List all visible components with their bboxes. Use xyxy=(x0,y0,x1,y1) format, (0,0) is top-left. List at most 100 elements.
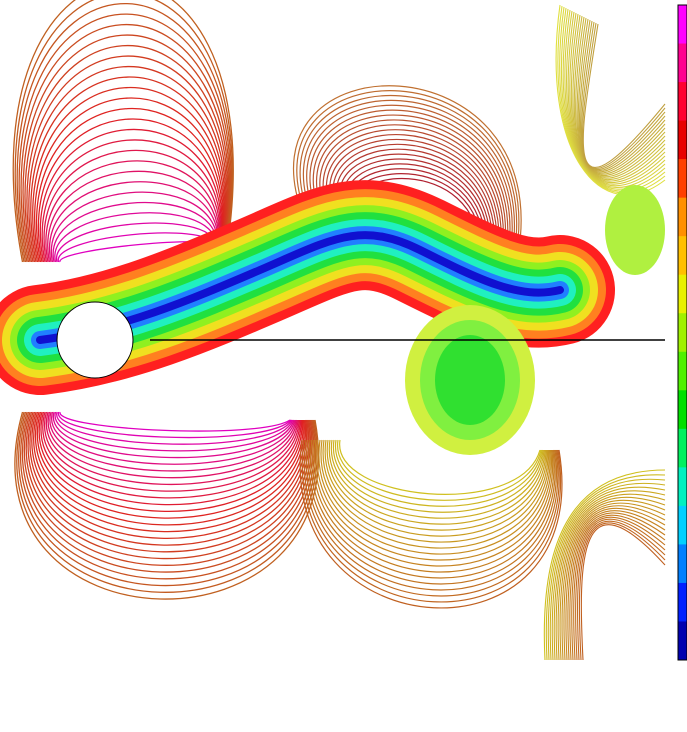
contour-line xyxy=(37,118,223,263)
wake-blob xyxy=(435,335,505,425)
contour-line xyxy=(582,23,666,168)
colorbar-segment xyxy=(678,428,687,468)
contour-line xyxy=(39,128,223,263)
contour-line xyxy=(30,76,226,263)
contour-line xyxy=(59,411,291,432)
colorbar-segment xyxy=(678,390,687,430)
contour-line xyxy=(51,411,296,465)
contour-line xyxy=(24,45,229,263)
contour-line xyxy=(47,411,298,479)
contour-line xyxy=(301,439,561,603)
contour-line xyxy=(545,474,666,661)
contour-line xyxy=(339,439,541,495)
contour-line xyxy=(320,439,550,549)
contour-line xyxy=(316,119,507,256)
contour-line xyxy=(45,160,220,263)
contour-line xyxy=(332,143,496,256)
contour-line xyxy=(35,411,305,526)
contour-line xyxy=(303,99,515,256)
contour-line xyxy=(324,439,548,537)
contour-line xyxy=(41,139,222,263)
contour-line xyxy=(32,86,226,263)
contour-line xyxy=(47,170,220,263)
contour-line xyxy=(335,439,543,507)
contour-line xyxy=(573,516,666,661)
contour-line xyxy=(316,439,552,561)
contour-line xyxy=(312,439,555,573)
contour-line xyxy=(28,66,227,263)
contour-line xyxy=(326,439,547,531)
contour-line xyxy=(567,510,666,661)
contour-line xyxy=(33,411,306,533)
colorbar-segment xyxy=(678,236,687,276)
contour-line xyxy=(38,411,303,512)
contour-line xyxy=(296,90,520,256)
contour-line xyxy=(307,439,558,585)
contour-line xyxy=(18,411,317,587)
contour-line xyxy=(303,439,560,597)
colorbar-frame xyxy=(677,4,687,661)
cylinder xyxy=(56,301,134,379)
contour-line xyxy=(547,478,666,661)
colorbar-segment xyxy=(678,582,687,622)
wake-bands xyxy=(0,180,665,455)
contour-line xyxy=(35,108,224,263)
contour-line xyxy=(305,439,559,591)
colorbar-segment xyxy=(678,159,687,199)
contour-line xyxy=(14,0,233,263)
colorbar xyxy=(678,5,687,661)
contour-line xyxy=(23,411,313,566)
contour-line xyxy=(33,97,225,263)
contour-line xyxy=(576,520,666,661)
contour-line xyxy=(328,439,546,525)
contour-line xyxy=(31,411,308,539)
contour-line xyxy=(16,411,318,593)
contour-line xyxy=(319,124,504,256)
colorbar-segment xyxy=(678,313,687,353)
contour-line xyxy=(309,439,556,579)
colorbar-segment xyxy=(678,82,687,122)
contour-line xyxy=(312,114,509,256)
contour-line xyxy=(22,34,230,263)
contour-line xyxy=(29,411,309,546)
contour-line xyxy=(54,411,294,452)
contour-line xyxy=(563,505,666,661)
colorbar-segment xyxy=(678,43,687,83)
contour-line xyxy=(306,104,513,256)
contour-line xyxy=(559,499,666,661)
contour-line xyxy=(553,490,666,661)
contour-line xyxy=(580,524,666,661)
colorbar-segment xyxy=(678,621,687,661)
contour-line xyxy=(48,181,219,263)
contour-line xyxy=(571,514,666,661)
colorbar-segment xyxy=(678,120,687,160)
contour-line xyxy=(26,55,228,263)
contour-line xyxy=(53,411,295,459)
contour-line xyxy=(314,439,554,567)
wake-blob xyxy=(605,185,665,275)
contour-line xyxy=(575,518,666,661)
contour-line xyxy=(543,469,666,661)
colorbar-segment xyxy=(678,274,687,314)
contour-line xyxy=(43,411,300,492)
contour-line xyxy=(337,439,542,501)
colorbar-segment xyxy=(678,197,687,237)
contour-line xyxy=(50,191,219,263)
contour-line xyxy=(16,3,233,263)
contour-line xyxy=(329,138,498,256)
contour-line xyxy=(49,411,297,472)
contour-line xyxy=(27,411,310,553)
contour-line xyxy=(555,493,666,661)
contour-line xyxy=(12,0,234,263)
contour-line xyxy=(57,411,292,439)
contour-line xyxy=(54,212,218,263)
contour-line xyxy=(551,486,666,661)
contour-line xyxy=(293,85,522,256)
contour-line xyxy=(52,201,218,263)
contour-line xyxy=(18,13,232,263)
contour-line xyxy=(569,512,666,661)
contour-line xyxy=(56,411,293,445)
contour-line xyxy=(330,439,545,519)
